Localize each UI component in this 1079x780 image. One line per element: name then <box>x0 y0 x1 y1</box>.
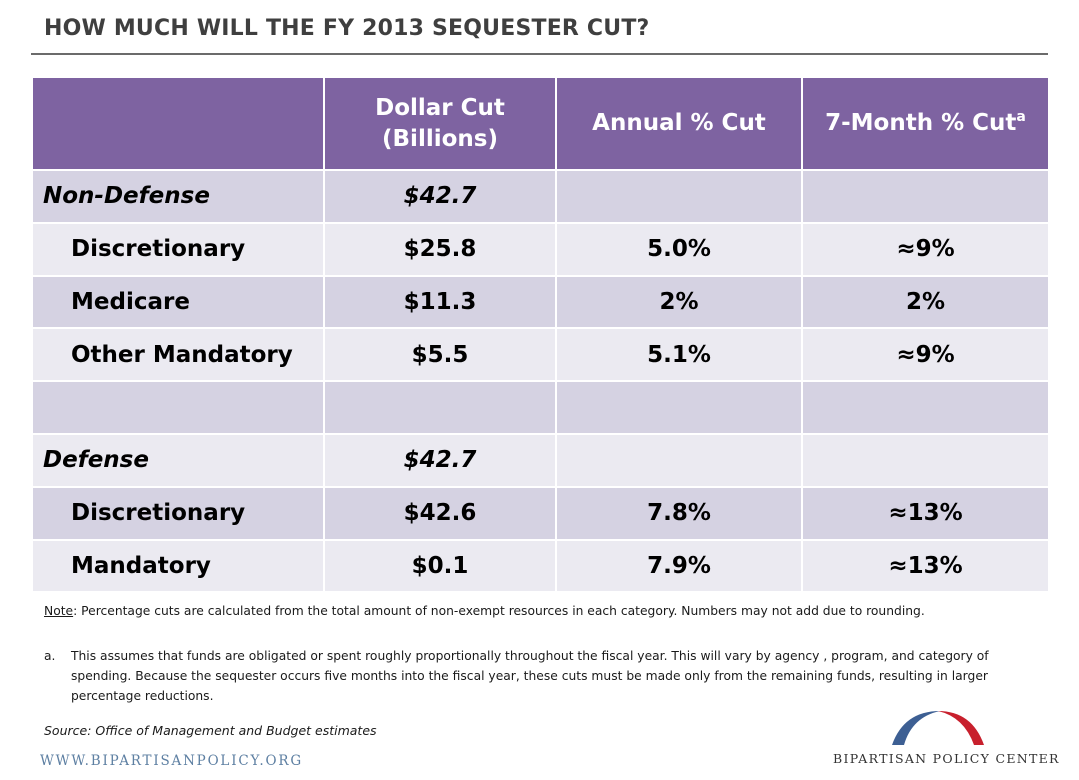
row-label: Medicare <box>31 274 325 330</box>
note-text: : Percentage cuts are calculated from th… <box>73 604 925 618</box>
header-seven-month-cut: 7-Month % Cuta <box>801 76 1050 171</box>
seven-month-cut-cell: ≈13% <box>801 538 1050 594</box>
table-header-row: Dollar Cut (Billions) Annual % Cut 7-Mon… <box>31 76 1050 171</box>
annual-cut-cell: 5.0% <box>555 221 803 277</box>
table-row: Defense $42.7 <box>31 432 1050 488</box>
row-label: Defense <box>31 432 325 488</box>
annual-cut-cell: 7.8% <box>555 485 803 541</box>
dollar-cut-cell: $0.1 <box>323 538 557 594</box>
row-label: Mandatory <box>31 538 325 594</box>
footnote-text: This assumes that funds are obligated or… <box>71 649 989 703</box>
annual-cut-cell <box>555 380 803 435</box>
dollar-cut-cell: $5.5 <box>323 327 557 383</box>
dollar-cut-cell <box>323 380 557 435</box>
title-divider <box>31 53 1048 55</box>
table-row: Non-Defense $42.7 <box>31 169 1050 224</box>
table-row: Mandatory $0.1 7.9% ≈13% <box>31 538 1050 594</box>
dollar-cut-cell: $11.3 <box>323 274 557 330</box>
row-label: Discretionary <box>31 221 325 277</box>
annual-cut-cell: 2% <box>555 274 803 330</box>
bipartisan-logo-icon <box>892 711 984 745</box>
row-label: Other Mandatory <box>31 327 325 383</box>
table-row: Discretionary $25.8 5.0% ≈9% <box>31 221 1050 277</box>
website-url: WWW.BIPARTISANPOLICY.ORG <box>40 753 303 769</box>
header-annual-cut: Annual % Cut <box>555 76 803 171</box>
logo-left-arc <box>892 711 940 745</box>
table-row: Medicare $11.3 2% 2% <box>31 274 1050 330</box>
row-label <box>31 380 325 435</box>
header-footnote-marker: a <box>1016 109 1026 126</box>
header-dollar-cut-line1: Dollar Cut <box>375 95 505 122</box>
table-row: Other Mandatory $5.5 5.1% ≈9% <box>31 327 1050 383</box>
table-row-spacer <box>31 380 1050 435</box>
header-dollar-cut: Dollar Cut (Billions) <box>323 76 557 171</box>
seven-month-cut-cell: ≈9% <box>801 221 1050 277</box>
annual-cut-cell: 7.9% <box>555 538 803 594</box>
annual-cut-cell <box>555 432 803 488</box>
seven-month-cut-cell <box>801 432 1050 488</box>
seven-month-cut-cell <box>801 380 1050 435</box>
seven-month-cut-cell <box>801 169 1050 224</box>
page-title: HOW MUCH WILL THE FY 2013 SEQUESTER CUT? <box>44 16 650 41</box>
logo-right-arc <box>938 711 984 745</box>
header-seven-month-label: 7-Month % Cut <box>825 110 1017 137</box>
note-label: Note <box>44 604 74 618</box>
annual-cut-cell <box>555 169 803 224</box>
header-dollar-cut-line2: (Billions) <box>382 125 498 152</box>
seven-month-cut-cell: 2% <box>801 274 1050 330</box>
source-citation: Source: Office of Management and Budget … <box>44 723 377 738</box>
seven-month-cut-cell: ≈9% <box>801 327 1050 383</box>
dollar-cut-cell: $42.7 <box>323 169 557 224</box>
row-label: Non-Defense <box>31 169 325 224</box>
table-note: Note: Percentage cuts are calculated fro… <box>44 604 1044 618</box>
logo-name: BIPARTISAN POLICY CENTER <box>833 751 1060 766</box>
seven-month-cut-cell: ≈13% <box>801 485 1050 541</box>
dollar-cut-cell: $25.8 <box>323 221 557 277</box>
header-category <box>31 76 325 171</box>
footnote-marker: a. <box>44 649 56 663</box>
table-row: Discretionary $42.6 7.8% ≈13% <box>31 485 1050 541</box>
annual-cut-cell: 5.1% <box>555 327 803 383</box>
footnote-a: a. This assumes that funds are obligated… <box>44 646 1044 706</box>
sequester-table: Dollar Cut (Billions) Annual % Cut 7-Mon… <box>31 76 1050 594</box>
dollar-cut-cell: $42.7 <box>323 432 557 488</box>
row-label: Discretionary <box>31 485 325 541</box>
dollar-cut-cell: $42.6 <box>323 485 557 541</box>
